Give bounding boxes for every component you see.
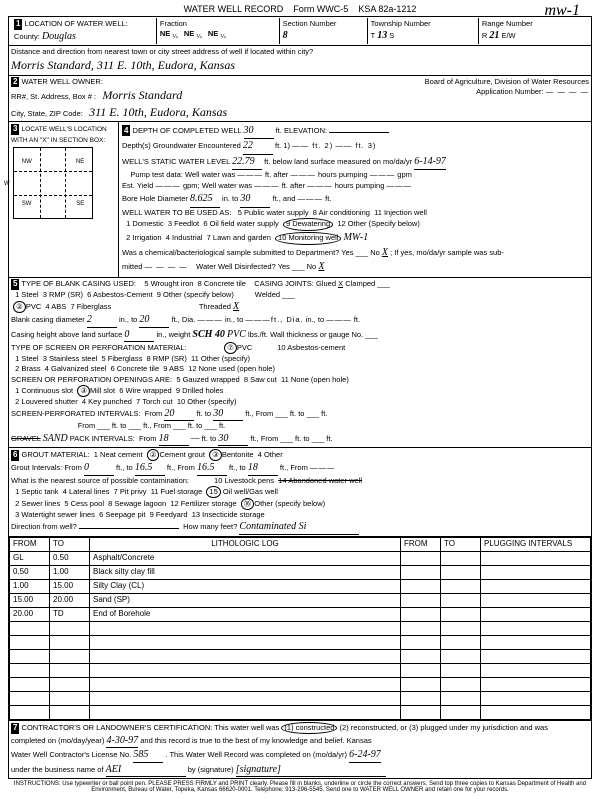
form-number: Form WWC-5 [293, 4, 348, 14]
casing-ft: 20 [139, 313, 169, 328]
sp-f1: 20 [164, 407, 194, 422]
table-row [10, 663, 591, 677]
direction-row: Distance and direction from nearest town… [9, 45, 591, 74]
board-label: Board of Agriculture, Division of Water … [425, 77, 589, 86]
chem-x: X [382, 247, 388, 258]
instructions-footer: INSTRUCTIONS: Use typewriter or ball poi… [8, 779, 592, 795]
form-title-row: WATER WELL RECORD Form WWC-5 KSA 82a-121… [8, 4, 592, 14]
depth-val: 30 [244, 124, 274, 140]
swl: 22.79 [232, 155, 262, 171]
cert-date: 4-30-97 [106, 734, 138, 749]
county-value: Douglas [42, 31, 76, 42]
log-table: FROM TO LITHOLOGIC LOG FROM TO PLUGGING … [9, 537, 591, 720]
gravel-struck: GRAVEL [11, 434, 41, 443]
section-7-cert: 7 CONTRACTOR'S OR LANDOWNER'S CERTIFICAT… [9, 720, 591, 779]
bore2: 30 [240, 192, 270, 208]
f1: NE [160, 29, 170, 38]
county-label: County: [14, 32, 40, 41]
grout-f1: 0 [84, 461, 114, 476]
form-ksa: KSA 82a-1212 [358, 4, 416, 14]
sp-t1: 30 [213, 407, 243, 422]
table-row: 20.00TDEnd of Borehole [10, 607, 591, 621]
litho-log: FROM TO LITHOLOGIC LOG FROM TO PLUGGING … [9, 536, 591, 720]
sec5-num: 5 [11, 279, 19, 290]
table-row [10, 677, 591, 691]
sec4-num: 4 [122, 125, 130, 137]
sec3-num: 3 [11, 124, 19, 135]
secno: 8 [283, 30, 288, 41]
owner-name: Morris Standard [102, 88, 182, 102]
table-row: 15.0020.00Sand (SP) [10, 593, 591, 607]
cert-sig: [signature] [236, 763, 386, 778]
sec7-num: 7 [11, 723, 19, 734]
gp-f1: 18 [159, 432, 189, 447]
f3: NE [208, 29, 218, 38]
grout2-circled: ② [147, 449, 160, 461]
section-6-grout: 6 GROUT MATERIAL: 1 Neat cement ②Cement … [9, 447, 591, 536]
gp-sand: SAND [43, 433, 68, 444]
section-grid: NW NE SW SE W [13, 147, 93, 219]
grout-f2: 16.5 [197, 461, 227, 476]
section-2-owner: 2 WATER WELL OWNER: RR#, St. Address, Bo… [9, 75, 591, 121]
disinf-x: X [318, 261, 324, 272]
section-5-casing: 5 TYPE OF BLANK CASING USED: 5 Wrought i… [9, 277, 591, 447]
appno: — — — — [546, 87, 589, 96]
grout-t1: 16.5 [135, 461, 165, 476]
pvc-circled: ② [13, 301, 26, 313]
bore1: 8.625 [190, 192, 220, 208]
sec2-num: 2 [11, 77, 19, 88]
log-hdr-pfrom: FROM [401, 537, 441, 551]
monitoring-circled: 10 Monitoring well [275, 232, 341, 245]
f2: NE [184, 29, 194, 38]
owner-addr: 311 E. 10th, Eudora, Kansas [89, 105, 227, 119]
casing-height: 0 [124, 328, 154, 343]
elev [329, 132, 389, 133]
table-row [10, 691, 591, 705]
millslot-circled: ③ [77, 385, 90, 397]
section-1-location: 1 LOCATION OF WATER WELL: County: Dougla… [9, 17, 591, 45]
contam-ans: Contaminated Si [239, 520, 359, 535]
mw1: MW-1 [344, 232, 369, 243]
log-hdr-to: TO [50, 537, 90, 551]
log-hdr-from: FROM [10, 537, 50, 551]
other-circled: ⑯ [241, 498, 255, 510]
twp: 13 [377, 30, 387, 41]
handwritten-mw: mw-1 [544, 2, 580, 20]
oil-circled: 15 [206, 486, 220, 498]
grout3-circled: ③ [209, 449, 222, 461]
casing-dia: 2 [87, 313, 117, 328]
grout-t2: 18 [248, 461, 278, 476]
log-hdr-lith: LITHOLOGIC LOG [90, 537, 401, 551]
log-hdr-plug: PLUGGING INTERVALS [481, 537, 591, 551]
gp-t1: 30 [218, 432, 248, 447]
form-title: WATER WELL RECORD [184, 4, 284, 14]
gw1: 22 [243, 139, 273, 155]
sec1-num: 1 [14, 19, 22, 30]
table-row [10, 705, 591, 719]
table-row: GL0.50Asphalt/Concrete [10, 551, 591, 565]
fraction-label: Fraction [160, 19, 187, 28]
screen-pvc-circled: ⑦ [224, 342, 237, 354]
table-row [10, 621, 591, 635]
direction-value: Morris Standard, 311 E. 10th, Eudora, Ka… [11, 58, 235, 72]
table-row: 1.0015.00Silty Clay (CL) [10, 579, 591, 593]
constructed-circled: (1) constructed [281, 722, 337, 734]
sch40: SCH 40 [192, 329, 225, 340]
section-3-4: 3 LOCATE WELL'S LOCATION WITH AN "X" IN … [9, 121, 591, 277]
swl-date: 6-14-97 [414, 155, 446, 171]
table-row: 0.501.00Black silty clay fill [10, 565, 591, 579]
log-hdr-pto: TO [441, 537, 481, 551]
cert-bus: AEI [106, 763, 186, 778]
table-row [10, 649, 591, 663]
rng: 21 [489, 30, 499, 41]
table-row [10, 635, 591, 649]
dewatering-circled: 9 Dewatering [283, 218, 333, 231]
sec6-num: 6 [11, 450, 19, 461]
